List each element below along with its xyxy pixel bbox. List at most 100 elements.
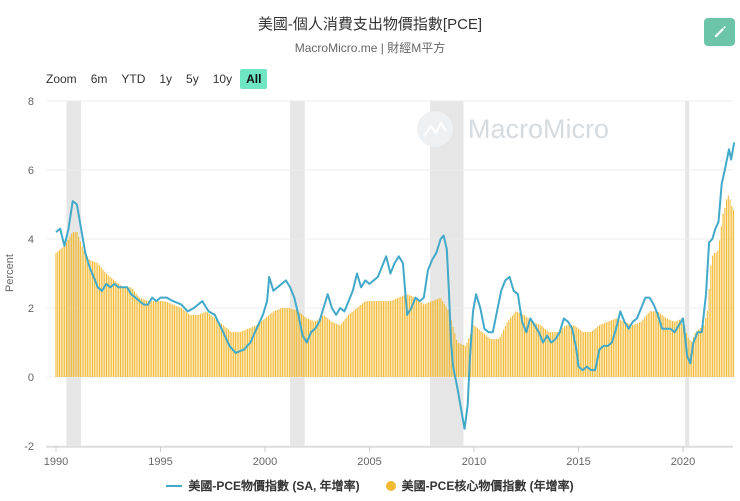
core-pce-bar — [112, 279, 115, 377]
core-pce-bar — [121, 286, 123, 377]
core-pce-bar — [654, 311, 656, 377]
core-pce-bar — [368, 301, 371, 377]
legend-item-pce[interactable]: 美國-PCE物價指數 (SA, 年增率) — [166, 477, 360, 494]
core-pce-bar — [659, 313, 661, 377]
core-pce-bar — [461, 344, 463, 377]
core-pce-bar — [436, 298, 438, 377]
core-pce-bar — [626, 322, 628, 377]
core-pce-bar — [513, 313, 515, 377]
core-pce-bar — [351, 312, 353, 377]
core-pce-bar — [475, 326, 477, 377]
core-pce-bar — [360, 304, 362, 377]
watermark-logo-mark — [423, 120, 447, 137]
core-pce-bar — [294, 309, 296, 377]
core-pce-bar — [692, 337, 694, 377]
core-pce-bar — [328, 319, 330, 377]
core-pce-bar — [731, 206, 733, 377]
y-tick-label: 8 — [28, 96, 34, 108]
core-pce-bar — [71, 233, 73, 377]
core-pce-bar — [402, 296, 404, 377]
core-pce-bar — [172, 304, 174, 377]
core-pce-bar — [696, 331, 698, 377]
core-pce-bar — [382, 301, 384, 377]
core-pce-bar — [417, 299, 419, 377]
core-pce-bar — [729, 199, 731, 377]
x-tick-label: 1990 — [44, 456, 68, 468]
core-pce-bar — [128, 287, 130, 377]
core-pce-bar — [496, 339, 498, 377]
core-pce-bar — [90, 260, 92, 377]
core-pce-bar — [196, 314, 198, 377]
core-pce-bar — [530, 320, 533, 377]
core-pce-bar — [543, 327, 545, 377]
core-pce-bar — [633, 324, 635, 377]
core-pce-bar — [292, 309, 294, 377]
core-pce-bar — [227, 329, 229, 377]
core-pce-bar — [499, 336, 501, 377]
core-pce-bar — [238, 332, 240, 377]
core-pce-bar — [708, 289, 710, 377]
x-tick-label: 2015 — [566, 456, 590, 468]
core-pce-bar — [553, 332, 555, 377]
chart-subtitle: MacroMicro.me | 財經M平方 — [294, 41, 446, 55]
core-pce-bar — [611, 320, 613, 377]
core-pce-bar — [262, 319, 264, 377]
zoom-all-button[interactable]: All — [240, 69, 268, 89]
core-pce-bar — [616, 318, 618, 377]
core-pce-bar — [280, 308, 282, 377]
core-pce-bar — [247, 328, 249, 377]
x-axis: 1990 1995 2000 2005 2010 2015 2020 — [44, 446, 733, 468]
core-pce-bar — [471, 329, 473, 377]
core-pce-bar — [463, 345, 465, 377]
zoom-10y-button[interactable]: 10y — [212, 72, 233, 86]
zoom-1y-button[interactable]: 1y — [159, 72, 173, 86]
core-pce-bar — [642, 319, 644, 377]
legend-item-core-pce[interactable]: 美國-PCE核心物價指數 (年增率) — [385, 477, 574, 494]
core-pce-bar — [260, 321, 263, 377]
y-tick-label: 0 — [28, 372, 34, 384]
core-pce-bar — [459, 343, 461, 377]
core-pce-bar — [302, 315, 304, 377]
core-pce-bar — [442, 301, 444, 377]
core-pce-bar — [346, 317, 348, 377]
core-pce-bar — [457, 342, 459, 377]
y-tick-label: 2 — [28, 303, 34, 315]
core-pce-bar — [217, 320, 219, 377]
core-pce-bar — [114, 280, 116, 377]
core-pce-bar — [86, 256, 88, 377]
core-pce-bar — [490, 339, 492, 377]
core-pce-bar — [607, 321, 609, 377]
core-pce-bar — [285, 308, 287, 377]
core-pce-bar — [97, 263, 99, 377]
core-pce-bar — [267, 315, 270, 377]
x-tick-label: 1995 — [148, 456, 172, 468]
x-tick-label: 2010 — [462, 456, 486, 468]
core-pce-bar — [551, 332, 553, 377]
core-pce-bar — [565, 325, 567, 377]
core-pce-bar — [581, 331, 583, 377]
pencil-icon — [714, 26, 726, 37]
core-pce-bar — [116, 282, 118, 377]
zoom-5y-button[interactable]: 5y — [186, 72, 199, 86]
zoom-6m-button[interactable]: 6m — [90, 72, 108, 86]
core-pce-bar — [139, 297, 141, 377]
core-pce-bar — [135, 293, 137, 377]
core-pce-bar — [656, 311, 658, 377]
core-pce-bar — [152, 301, 155, 377]
zoom-ytd-button[interactable]: YTD — [121, 72, 146, 86]
core-pce-bar — [449, 314, 451, 377]
core-pce-bar — [356, 307, 358, 377]
core-pce-bar — [668, 319, 670, 377]
core-pce-bar — [675, 321, 677, 377]
edit-button[interactable] — [704, 18, 735, 46]
core-pce-bar — [252, 326, 254, 377]
core-pce-bar — [391, 300, 393, 377]
core-pce-bar — [222, 325, 224, 377]
core-pce-bar — [720, 226, 722, 377]
core-pce-bar — [210, 315, 212, 377]
core-pce-bar — [403, 295, 405, 377]
y-tick-label: 4 — [28, 234, 34, 246]
core-pce-bar — [534, 322, 536, 377]
core-pce-bar — [76, 232, 78, 377]
core-pce-bar — [278, 309, 280, 377]
